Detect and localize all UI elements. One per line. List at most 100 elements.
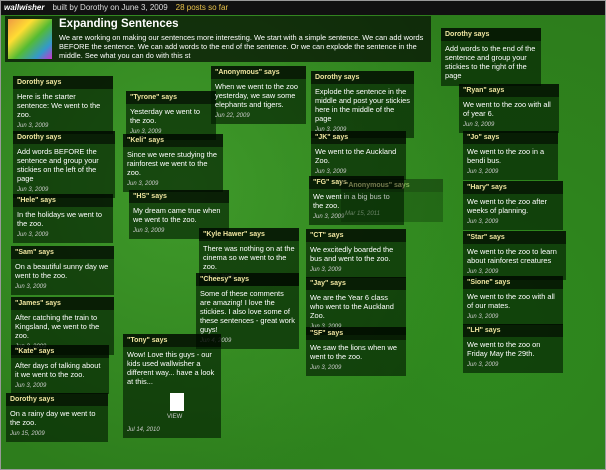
note-author: "Jay" says <box>306 277 406 290</box>
note-author: "SF" says <box>306 327 406 340</box>
sticky-note[interactable]: "Sione" says We went to the zoo with all … <box>463 276 563 325</box>
note-text: Explode the sentence in the middle and p… <box>315 87 410 123</box>
note-text: We went to the zoo with all of year 6. <box>463 100 551 118</box>
sticky-note[interactable]: "Star" says We went to the zoo to learn a… <box>463 231 566 280</box>
sticky-note[interactable]: Dorothy says Here is the starter sentence… <box>13 76 113 134</box>
sticky-note[interactable]: Dorothy says Explode the sentence in the … <box>311 71 414 138</box>
sticky-note[interactable]: Dorothy says Add words BEFORE the sentenc… <box>13 131 115 198</box>
note-author: "Tony" says <box>123 334 221 347</box>
note-author: "LH" says <box>463 324 563 337</box>
logo[interactable]: wallwisher <box>4 3 45 12</box>
note-text: My dream came true when we went to the z… <box>133 206 221 224</box>
note-date: Jul 14, 2010 <box>127 427 160 433</box>
sticky-note[interactable]: Dorothy says On a rainy day we went to th… <box>6 393 108 442</box>
note-author: "Keli" says <box>123 134 223 147</box>
note-author: "CT" says <box>306 229 406 242</box>
file-icon <box>170 393 184 411</box>
wall-description: We are working on making our sentences m… <box>59 33 424 60</box>
note-author: "Ryan" says <box>459 84 559 97</box>
note-date: Jun 3, 2009 <box>315 127 347 133</box>
note-author: Dorothy says <box>6 393 108 406</box>
sticky-note[interactable]: "Cheesy" says Some of these comments are … <box>196 273 299 349</box>
note-text: After catching the train to Kingsland, w… <box>15 313 100 340</box>
note-date: Jun 3, 2009 <box>15 383 47 389</box>
note-author: "Sione" says <box>463 276 563 289</box>
note-date: Jun 3, 2009 <box>310 365 342 371</box>
note-author: "FG" says <box>309 176 404 189</box>
sticky-note[interactable]: "James" says After catching the train to … <box>11 297 114 355</box>
note-date: Jun 22, 2009 <box>215 113 250 119</box>
note-date: Jun 3, 2009 <box>315 169 347 175</box>
note-text: We went to the zoo in a bendi bus. <box>467 147 545 165</box>
note-date: Jun 3, 2009 <box>313 214 345 220</box>
sticky-note[interactable]: "SF" says We saw the lions when we went t… <box>306 327 406 376</box>
note-author: "Jo" says <box>463 131 558 144</box>
note-author: Dorothy says <box>311 71 414 84</box>
note-author: "Kate" says <box>11 345 109 358</box>
note-date: Jun 3, 2009 <box>15 284 47 290</box>
sticky-note[interactable]: "Keli" says Since we were studying the ra… <box>123 134 223 192</box>
note-date: Jun 3, 2009 <box>133 228 165 234</box>
sticky-note[interactable]: "Kate" says After days of talking about i… <box>11 345 109 394</box>
note-date: Jun 3, 2009 <box>310 267 342 273</box>
note-text: Some of these comments are amazing! I lo… <box>200 289 295 334</box>
note-author: Dorothy says <box>13 131 115 144</box>
sticky-note[interactable]: "CT" says We excitedly boarded the bus an… <box>306 229 406 278</box>
note-author: Dorothy says <box>13 76 113 89</box>
sticky-note[interactable]: "Jay" says We are the Year 6 class who we… <box>306 277 406 335</box>
note-author: "Anonymous" says <box>341 179 443 192</box>
sticky-note[interactable]: "Tyrone" says Yesterday we went to the zo… <box>126 91 216 140</box>
top-bar: wallwisher built by Dorothy on June 3, 20… <box>1 1 605 15</box>
attachment[interactable]: VIEW <box>167 393 187 422</box>
sticky-note[interactable]: "LH" says We went to the zoo on Friday Ma… <box>463 324 563 373</box>
note-date: Jun 3, 2009 <box>467 169 499 175</box>
note-text: Yesterday we went to the zoo. <box>130 107 200 125</box>
sticky-note[interactable]: "FG" says We went in a big bus to the zoo… <box>309 176 404 225</box>
note-author: "Star" says <box>463 231 566 244</box>
note-author: "Kyle Hawer" says <box>199 228 299 241</box>
note-author: Dorothy says <box>441 28 541 41</box>
sticky-note[interactable]: "Hele" says In the holidays we went to th… <box>13 194 113 243</box>
note-date: Jun 3, 2009 <box>127 181 159 187</box>
note-date: Mar 15, 2011 <box>345 211 380 217</box>
note-author: "Hary" says <box>463 181 563 194</box>
built-by: built by Dorothy on June 3, 2009 <box>52 3 168 12</box>
note-text: Since we were studying the rainforest we… <box>127 150 217 177</box>
sticky-note[interactable]: "Tony" says Wow! Love this guys - our kid… <box>123 334 221 438</box>
view-link[interactable]: VIEW <box>167 414 183 420</box>
note-text: We went to the Auckland Zoo. <box>315 147 397 165</box>
note-author: "James" says <box>11 297 114 310</box>
note-date: Jun 3, 2009 <box>17 187 49 193</box>
sticky-note[interactable]: "Sam" says On a beautiful sunny day we we… <box>11 246 114 295</box>
note-text: We went to the zoo with all of our mates… <box>467 292 555 310</box>
note-text: Wow! Love this guys - our kids used wall… <box>127 350 215 386</box>
note-text: On a beautiful sunny day we went to the … <box>15 262 109 280</box>
note-author: "Cheesy" says <box>196 273 299 286</box>
wall-header: Expanding Sentences We are working on ma… <box>5 16 431 62</box>
note-text: We went in a big bus to the zoo. <box>313 192 390 210</box>
note-date: Jun 3, 2009 <box>130 129 162 135</box>
note-text: We saw the lions when we went to the zoo… <box>310 343 397 361</box>
sticky-note[interactable]: "Ryan" says We went to the zoo with all o… <box>459 84 559 133</box>
note-text: We went to the zoo on Friday May the 29t… <box>467 340 541 358</box>
note-text: Add words BEFORE the sentence and group … <box>17 147 99 183</box>
note-text: We went to the zoo after weeks of planni… <box>467 197 547 215</box>
sticky-note[interactable]: "Hary" says We went to the zoo after week… <box>463 181 563 230</box>
note-author: "Anonymous" says <box>211 66 306 79</box>
note-text: We are the Year 6 class who went to the … <box>310 293 394 320</box>
sticky-note[interactable]: "JK" says We went to the Auckland Zoo. Jun… <box>311 131 406 180</box>
note-author: "HS" says <box>129 190 229 203</box>
note-text: After days of talking about it we went t… <box>15 361 101 379</box>
post-count: 28 posts so far <box>175 3 229 12</box>
note-text: Here is the starter sentence: We went to… <box>17 92 101 119</box>
note-author: "Sam" says <box>11 246 114 259</box>
sticky-note[interactable]: "Jo" says We went to the zoo in a bendi b… <box>463 131 558 180</box>
note-date: Jun 3, 2009 <box>17 232 49 238</box>
note-date: Jun 3, 2009 <box>463 122 495 128</box>
sticky-note[interactable]: "Anonymous" says When we went to the zoo … <box>211 66 306 124</box>
note-date: Jun 15, 2009 <box>10 431 45 437</box>
sticky-note[interactable]: Dorothy says Add words to the end of the … <box>441 28 541 86</box>
sticky-note[interactable]: "Anonymous" says Mar 15, 2011 <box>341 179 443 222</box>
note-date: Jun 3, 2009 <box>467 269 499 275</box>
